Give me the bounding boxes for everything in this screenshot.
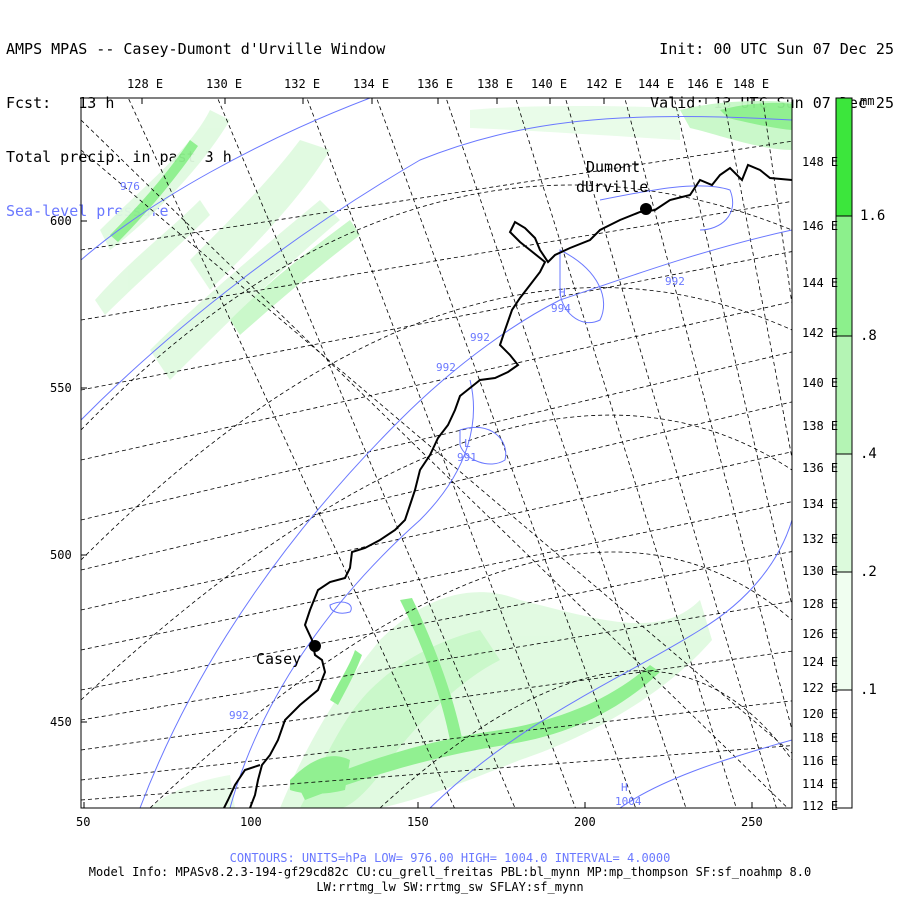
bottom-x-label: 100 bbox=[240, 815, 262, 829]
right-lon-label: 134 E bbox=[802, 497, 839, 511]
right-lon-label: 126 E bbox=[802, 627, 839, 641]
right-lon-label: 142 E bbox=[802, 326, 839, 340]
top-lon-label: 142 E bbox=[586, 77, 623, 91]
graticule-lines bbox=[81, 98, 792, 808]
contour-label: 1004 bbox=[615, 795, 642, 808]
colorbar-label: 1.6 bbox=[860, 208, 886, 224]
top-lon-label: 146 E bbox=[687, 77, 724, 91]
top-lon-label: 140 E bbox=[531, 77, 568, 91]
top-lon-label: 148 E bbox=[733, 77, 770, 91]
contour-label: 992 bbox=[470, 331, 490, 344]
top-lon-label: 136 E bbox=[417, 77, 454, 91]
contour-label: 976 bbox=[120, 180, 140, 193]
colorbar-bin-1-6 bbox=[836, 98, 852, 216]
low-pressure-label: L bbox=[464, 437, 471, 450]
colorbar-bin-0-8 bbox=[836, 216, 852, 336]
contour-label: 992 bbox=[229, 709, 249, 722]
bottom-x-label: 200 bbox=[574, 815, 596, 829]
right-lon-label: 128 E bbox=[802, 597, 839, 611]
left-y-label: 550 bbox=[50, 381, 72, 395]
contour-label: 992 bbox=[665, 275, 685, 288]
right-lon-label: 130 E bbox=[802, 564, 839, 578]
place-label-dumont: Dumont bbox=[586, 158, 641, 176]
left-y-label: 500 bbox=[50, 548, 72, 562]
colorbar-bin-0-1 bbox=[836, 572, 852, 690]
right-lon-label: 112 E bbox=[802, 799, 839, 813]
colorbar-bin-0-2 bbox=[836, 454, 852, 572]
colorbar bbox=[835, 97, 853, 809]
top-lon-label: 134 E bbox=[353, 77, 390, 91]
map-title: AMPS MPAS -- Casey-Dumont d'Urville Wind… bbox=[6, 40, 386, 58]
map-content bbox=[81, 98, 792, 808]
right-lon-label: 136 E bbox=[802, 461, 839, 475]
right-lon-label: 140 E bbox=[802, 376, 839, 390]
model-info-2: LW:rrtmg_lw SW:rrtmg_sw SFLAY:sf_mynn bbox=[316, 880, 584, 894]
top-lon-label: 144 E bbox=[638, 77, 675, 91]
top-lon-label: 138 E bbox=[477, 77, 514, 91]
right-lon-label: 148 E bbox=[802, 155, 839, 169]
dumont-durville-station-marker bbox=[640, 203, 652, 215]
colorbar-bin-0 bbox=[836, 690, 852, 808]
right-lon-label: 144 E bbox=[802, 276, 839, 290]
contours-info: CONTOURS: UNITS=hPa LOW= 976.00 HIGH= 10… bbox=[229, 851, 671, 865]
map-frame bbox=[80, 97, 793, 809]
left-y-label: 450 bbox=[50, 715, 72, 729]
init-time: Init: 00 UTC Sun 07 Dec 25 bbox=[659, 40, 894, 58]
top-lon-label: 128 E bbox=[127, 77, 164, 91]
right-lon-label: 146 E bbox=[802, 219, 839, 233]
left-y-label: 600 bbox=[50, 214, 72, 228]
right-lon-label: 122 E bbox=[802, 681, 839, 695]
pressure-contours bbox=[81, 98, 792, 808]
right-lon-label: 138 E bbox=[802, 419, 839, 433]
high-pressure-label: H bbox=[621, 781, 628, 794]
colorbar-bin-0-4 bbox=[836, 336, 852, 454]
bottom-x-label: 250 bbox=[741, 815, 763, 829]
contour-label: 994 bbox=[551, 302, 571, 315]
colorbar-label: .1 bbox=[860, 682, 877, 698]
fcst-label: Fcst: bbox=[6, 94, 52, 112]
casey-station-marker bbox=[309, 640, 321, 652]
colorbar-label: .2 bbox=[860, 564, 877, 580]
contour-label: 991 bbox=[457, 451, 477, 464]
model-info: Model Info: MPASv8.2.3-194-gf29cd82c CU:… bbox=[88, 865, 812, 879]
bottom-x-label: 150 bbox=[407, 815, 429, 829]
colorbar-label: .4 bbox=[860, 446, 877, 462]
right-lon-label: 132 E bbox=[802, 532, 839, 546]
contour-label: 992 bbox=[436, 361, 456, 374]
bottom-x-label: 50 bbox=[76, 815, 91, 829]
top-lon-label: 130 E bbox=[206, 77, 243, 91]
colorbar-unit: mm bbox=[860, 94, 875, 108]
right-lon-label: 120 E bbox=[802, 707, 839, 721]
high-pressure-label: H bbox=[559, 286, 566, 299]
place-label-durville: dUrville bbox=[576, 178, 649, 196]
right-lon-label: 116 E bbox=[802, 754, 839, 768]
right-lon-label: 118 E bbox=[802, 731, 839, 745]
right-lon-label: 124 E bbox=[802, 655, 839, 669]
top-lon-label: 132 E bbox=[284, 77, 321, 91]
place-label-casey: Casey bbox=[256, 650, 302, 668]
colorbar-label: .8 bbox=[860, 328, 877, 344]
precip-shading bbox=[95, 100, 792, 808]
right-lon-label: 114 E bbox=[802, 777, 839, 791]
axis-ticks bbox=[81, 98, 753, 808]
